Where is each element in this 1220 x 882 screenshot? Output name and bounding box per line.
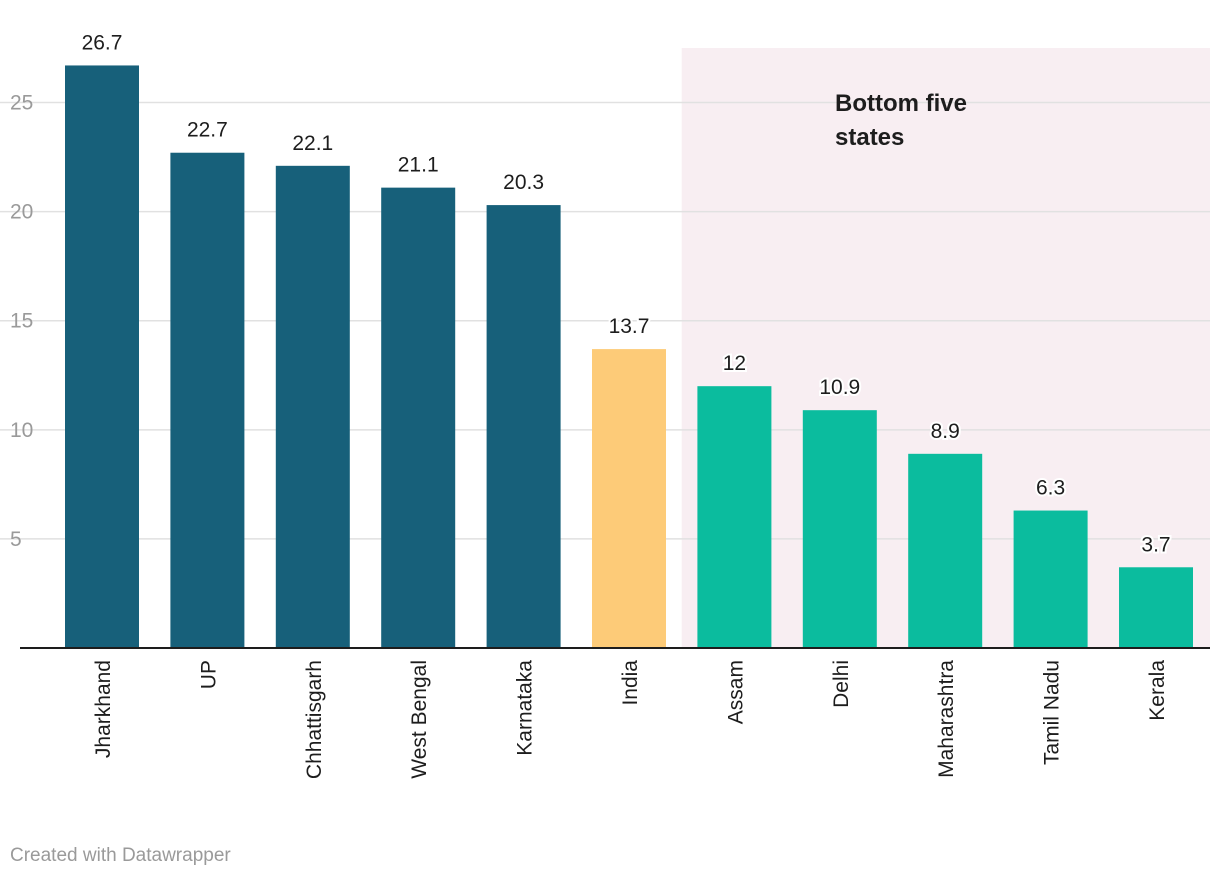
bar-assam — [697, 386, 772, 648]
bar-delhi — [802, 410, 877, 648]
x-tick-label: UP — [197, 660, 220, 689]
x-tick-label: Jharkhand — [92, 660, 115, 758]
data-label: 10.9 — [819, 376, 860, 399]
x-tick-label: Kerala — [1146, 660, 1169, 721]
x-tick-label: Tamil Nadu — [1041, 660, 1064, 765]
data-label: 6.3 — [1036, 477, 1065, 500]
bar-jharkhand — [65, 65, 139, 649]
bar-india — [592, 349, 666, 648]
bar-west-bengal — [381, 187, 456, 649]
data-label: 22.7 — [187, 119, 228, 142]
data-label: 3.7 — [1141, 533, 1170, 556]
data-label: 20.3 — [503, 171, 544, 194]
x-tick-label: West Bengal — [408, 660, 431, 779]
data-label: 22.1 — [292, 132, 333, 155]
footer-credit: Created with Datawrapper — [10, 845, 231, 866]
bar-karnataka — [486, 205, 561, 648]
y-tick-label: 20 — [10, 201, 33, 224]
bar-tamil-nadu — [1013, 510, 1088, 648]
bar-up — [170, 152, 245, 648]
y-tick-label: 10 — [10, 419, 33, 442]
annotation-label: states — [835, 124, 904, 151]
data-label: 13.7 — [609, 315, 650, 338]
bar-kerala — [1119, 567, 1193, 648]
data-label: 26.7 — [82, 31, 123, 54]
y-tick-label: 5 — [10, 528, 22, 551]
data-label: 12 — [723, 352, 746, 375]
x-tick-label: Delhi — [830, 660, 853, 708]
x-tick-label: Chhattisgarh — [303, 660, 326, 779]
bar-maharashtra — [908, 453, 983, 648]
x-tick-label: Maharashtra — [935, 660, 958, 778]
annotation-label: Bottom five — [835, 90, 967, 117]
data-label: 21.1 — [398, 154, 439, 177]
x-tick-label: Karnataka — [514, 660, 537, 756]
x-tick-label: India — [619, 660, 642, 706]
x-tick-label: Assam — [724, 660, 747, 724]
y-tick-label: 25 — [10, 92, 33, 115]
data-label: 8.9 — [931, 420, 960, 443]
y-tick-label: 15 — [10, 310, 33, 333]
bar-chhattisgarh — [275, 165, 350, 648]
